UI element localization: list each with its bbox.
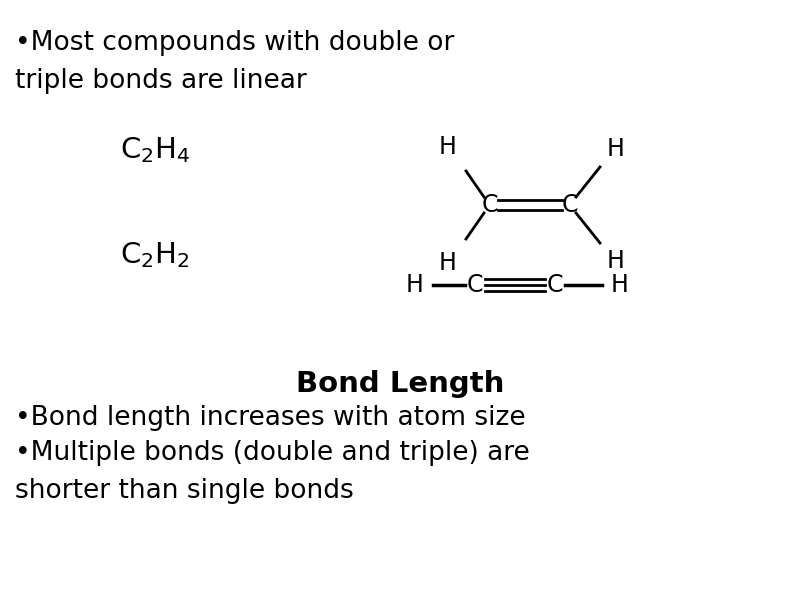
Text: H: H xyxy=(439,135,457,159)
Text: •Bond length increases with atom size: •Bond length increases with atom size xyxy=(15,405,526,431)
Text: shorter than single bonds: shorter than single bonds xyxy=(15,478,354,504)
Text: •Most compounds with double or: •Most compounds with double or xyxy=(15,30,454,56)
Text: H: H xyxy=(607,249,625,273)
Text: C: C xyxy=(482,193,498,217)
Text: •Multiple bonds (double and triple) are: •Multiple bonds (double and triple) are xyxy=(15,440,530,466)
Text: H: H xyxy=(439,251,457,275)
Text: C: C xyxy=(562,193,578,217)
Text: C: C xyxy=(546,273,563,297)
Text: H: H xyxy=(406,273,424,297)
Text: triple bonds are linear: triple bonds are linear xyxy=(15,68,306,94)
Text: Bond Length: Bond Length xyxy=(296,370,504,398)
Text: C: C xyxy=(466,273,483,297)
Text: $\mathregular{C_2H_4}$: $\mathregular{C_2H_4}$ xyxy=(120,135,190,165)
Text: $\mathregular{C_2H_2}$: $\mathregular{C_2H_2}$ xyxy=(120,240,190,270)
Text: H: H xyxy=(611,273,629,297)
Text: H: H xyxy=(607,137,625,161)
